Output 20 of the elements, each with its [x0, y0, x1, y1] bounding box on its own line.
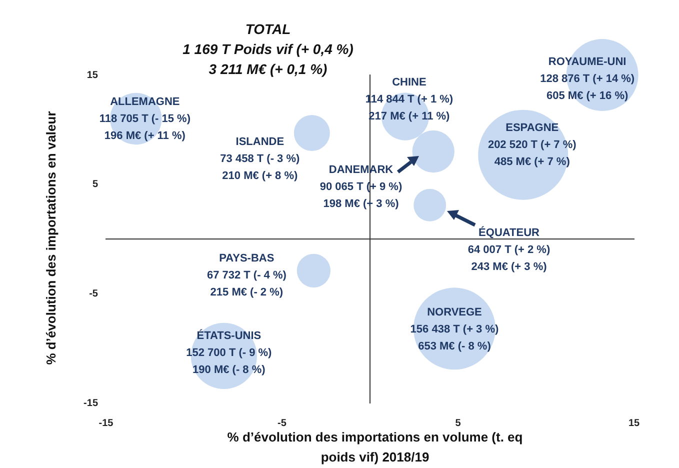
annotation: PAYS-BAS 67 732 T (- 4 %) 215 M€ (- 2 %): [206, 252, 287, 299]
chart-subtitle: 1 169 T Poids vif (+ 0,4 %) 3 211 M€ (+ 0,1 %): [182, 40, 354, 77]
chart-title: TOTAL: [245, 20, 291, 37]
annotation: ÉQUATEUR 64 007 T (+ 2 %) 243 M€ (+ 3 %): [468, 226, 550, 274]
x-tick-label: -5: [278, 418, 287, 429]
annotation: NORVEGE 156 438 T (+ 3 %) 653 M€ (- 8 %): [410, 306, 499, 353]
y-tick-label: 5: [92, 179, 98, 190]
x-tick-label: 15: [628, 418, 640, 429]
annotation: ISLANDE 73 458 T (- 3 %) 210 M€ (+ 8 %): [220, 136, 300, 182]
y-tick-label: -15: [84, 398, 98, 409]
x-tick-label: -15: [98, 418, 114, 429]
y-tick-label: -5: [89, 288, 98, 300]
annotation: ESPAGNE 202 520 T (+ 7 %) 485 M€ (+ 7 %): [488, 122, 577, 168]
y-axis-title: % d’évolution des importations en valeur: [44, 111, 59, 365]
annotation: ALLEMAGNE 118 705 T (- 15 %) 196 M€ (+ 11 %): [99, 96, 191, 142]
x-axis-title: % d’évolution des importations en volume (t. eq poids vif) 2018/19: [227, 430, 523, 465]
annotation: ÉTATS-UNIS 152 700 T (- 9 %) 190 M€ (- 8 %): [186, 329, 272, 376]
x-tick-label: 5: [455, 418, 462, 429]
y-tick-label: 15: [86, 70, 98, 81]
annotation: ROYAUME-UNI 128 876 T (+ 14 %) 605 M€ (+ 16 %): [540, 56, 635, 102]
